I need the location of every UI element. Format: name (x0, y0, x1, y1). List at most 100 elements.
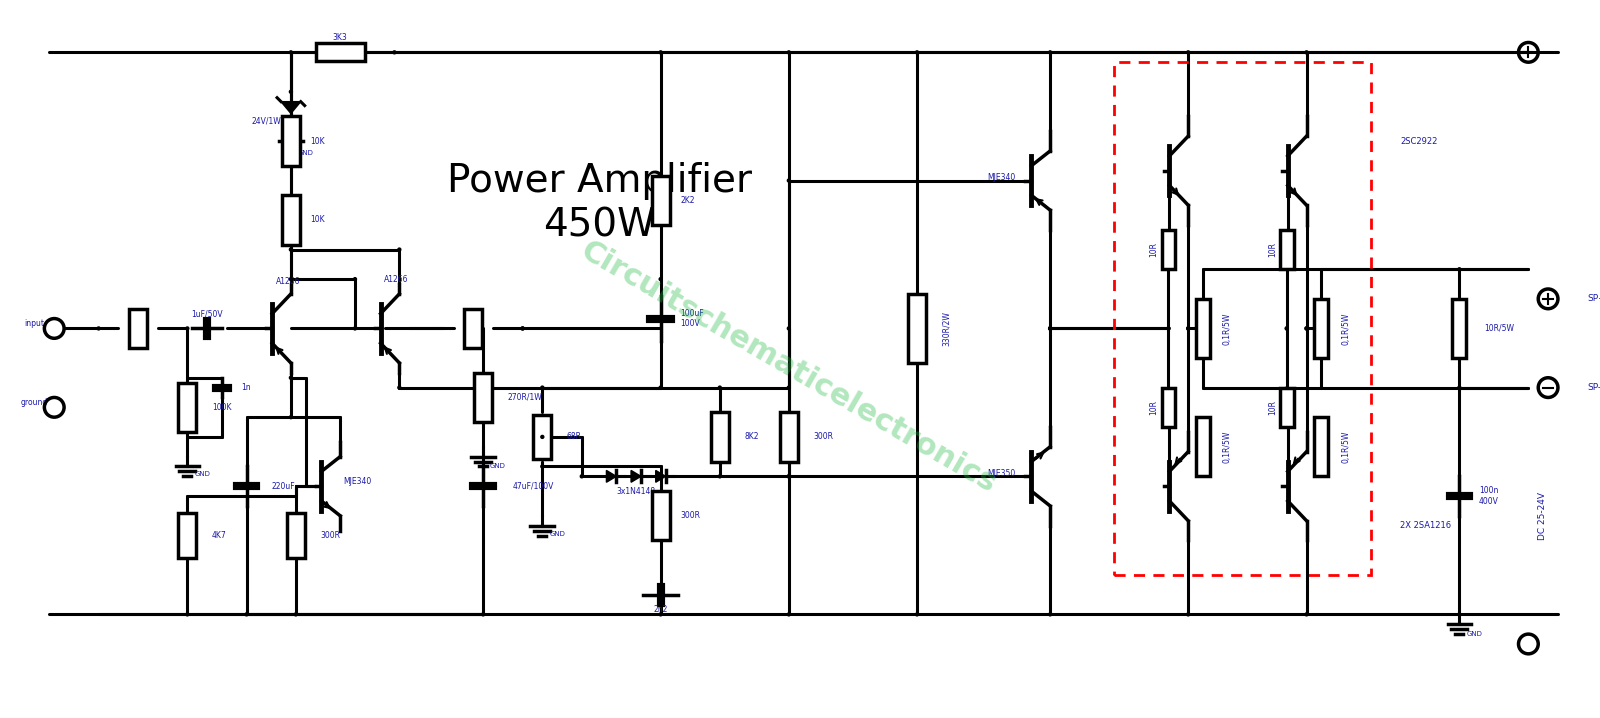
Bar (1162, 230, 1176, 269)
Text: 10R/5W: 10R/5W (1485, 324, 1514, 333)
Text: input: input (24, 319, 45, 328)
Text: MJE340: MJE340 (342, 477, 371, 486)
Circle shape (1306, 51, 1307, 54)
Circle shape (915, 613, 918, 616)
Text: 10R: 10R (1267, 400, 1277, 415)
Bar (1315, 417, 1328, 476)
Bar (651, 176, 669, 225)
Bar (651, 491, 669, 541)
Text: 0,1R/5W: 0,1R/5W (1341, 431, 1350, 463)
Text: 100uF
100V: 100uF 100V (680, 309, 704, 328)
Text: 330R/2W: 330R/2W (942, 311, 950, 346)
Circle shape (915, 51, 918, 54)
Circle shape (659, 51, 662, 54)
Circle shape (718, 386, 722, 389)
Text: ground: ground (21, 398, 48, 407)
Text: 0,1R/5W: 0,1R/5W (1222, 312, 1232, 345)
Text: 10R: 10R (1150, 242, 1158, 257)
Circle shape (1458, 386, 1461, 389)
Circle shape (659, 386, 662, 389)
Circle shape (290, 278, 293, 281)
Circle shape (398, 386, 402, 389)
Text: 4K7: 4K7 (213, 531, 227, 540)
Bar (909, 294, 926, 363)
Text: 10K: 10K (310, 215, 325, 225)
Text: 33K: 33K (466, 309, 480, 318)
Circle shape (290, 51, 293, 54)
Circle shape (294, 613, 298, 616)
Circle shape (659, 278, 662, 281)
Circle shape (1048, 327, 1051, 330)
Circle shape (290, 416, 293, 419)
Circle shape (1458, 613, 1461, 616)
Text: 2X 2SA1216: 2X 2SA1216 (1400, 521, 1451, 530)
Circle shape (186, 613, 189, 616)
Circle shape (659, 613, 662, 616)
Text: 100K: 100K (213, 403, 232, 412)
Text: 0,1R/5W: 0,1R/5W (1222, 431, 1232, 463)
Text: 1uF/50V: 1uF/50V (192, 309, 222, 318)
Circle shape (787, 475, 790, 477)
Circle shape (245, 613, 248, 616)
Text: 0,1R/5W: 0,1R/5W (1341, 312, 1350, 345)
Circle shape (1187, 613, 1190, 616)
Text: 2SC2922: 2SC2922 (1400, 136, 1437, 146)
Circle shape (1285, 327, 1288, 330)
Circle shape (354, 327, 357, 330)
Bar (130, 309, 147, 348)
Text: 300R: 300R (680, 511, 701, 521)
Bar (779, 412, 798, 462)
Text: A1266: A1266 (275, 276, 301, 286)
Bar (464, 309, 482, 348)
Circle shape (787, 386, 790, 389)
Text: DC 25-24V: DC 25-24V (1538, 492, 1547, 540)
Circle shape (1306, 327, 1307, 330)
Circle shape (1285, 327, 1288, 330)
Text: 270R/1W: 270R/1W (507, 393, 542, 402)
Text: Power Amplifier
450W: Power Amplifier 450W (446, 162, 752, 244)
Circle shape (1187, 327, 1190, 330)
Text: GND: GND (194, 472, 210, 477)
Circle shape (787, 613, 790, 616)
Polygon shape (630, 470, 642, 482)
Text: 2K2: 2K2 (131, 311, 146, 320)
Circle shape (1187, 51, 1190, 54)
Circle shape (1187, 327, 1190, 330)
Text: A1266: A1266 (384, 274, 408, 284)
Text: 24V/1W: 24V/1W (251, 117, 282, 126)
Text: 2n2: 2n2 (653, 605, 667, 614)
Circle shape (787, 327, 790, 330)
Circle shape (1306, 613, 1307, 616)
Circle shape (1048, 613, 1051, 616)
Text: 3x1N4148: 3x1N4148 (616, 487, 656, 495)
Circle shape (290, 90, 293, 93)
Circle shape (354, 278, 357, 281)
Circle shape (290, 248, 293, 251)
Text: 68R: 68R (566, 432, 582, 442)
Circle shape (718, 475, 722, 477)
Bar (1162, 388, 1176, 427)
Text: 300R: 300R (813, 432, 834, 442)
Text: 10R: 10R (1150, 400, 1158, 415)
Circle shape (787, 51, 790, 54)
Circle shape (541, 465, 544, 468)
Bar (1280, 388, 1294, 427)
Polygon shape (656, 470, 666, 482)
Text: MJE340: MJE340 (987, 173, 1016, 182)
Text: 47uF/100V: 47uF/100V (512, 482, 554, 490)
Text: 1n: 1n (242, 383, 251, 392)
Bar (533, 415, 552, 459)
Circle shape (98, 327, 101, 330)
Circle shape (522, 327, 525, 330)
Bar (1114, 62, 1371, 575)
Circle shape (1166, 327, 1170, 330)
Circle shape (290, 376, 293, 379)
Circle shape (186, 327, 189, 330)
Circle shape (1306, 327, 1307, 330)
Bar (1453, 299, 1466, 358)
Circle shape (522, 327, 525, 330)
Text: SP-: SP- (1587, 383, 1600, 392)
Circle shape (394, 51, 395, 54)
Circle shape (787, 179, 790, 182)
Text: 10K: 10K (310, 136, 325, 146)
